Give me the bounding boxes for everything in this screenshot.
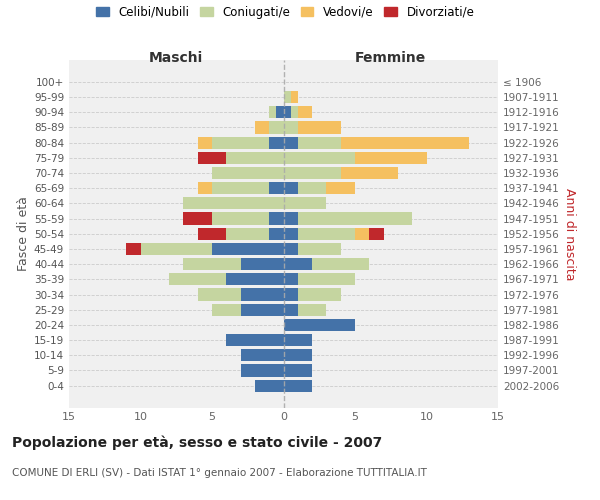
- Bar: [255, 380, 284, 392]
- Bar: [241, 288, 284, 300]
- Bar: [284, 106, 290, 118]
- Bar: [298, 304, 326, 316]
- Bar: [370, 228, 383, 240]
- Bar: [284, 152, 355, 164]
- Bar: [298, 106, 312, 118]
- Bar: [298, 182, 326, 194]
- Bar: [241, 349, 284, 362]
- Bar: [298, 288, 341, 300]
- Bar: [284, 288, 298, 300]
- Bar: [284, 91, 290, 103]
- Bar: [284, 258, 312, 270]
- Bar: [355, 228, 370, 240]
- Bar: [326, 182, 355, 194]
- Y-axis label: Fasce di età: Fasce di età: [17, 196, 30, 271]
- Bar: [126, 243, 140, 255]
- Bar: [169, 273, 226, 285]
- Bar: [212, 243, 284, 255]
- Bar: [212, 304, 241, 316]
- Bar: [226, 273, 284, 285]
- Bar: [277, 106, 284, 118]
- Bar: [212, 182, 269, 194]
- Bar: [341, 167, 398, 179]
- Bar: [290, 91, 298, 103]
- Bar: [298, 212, 412, 224]
- Bar: [241, 364, 284, 376]
- Bar: [284, 319, 355, 331]
- Bar: [284, 167, 341, 179]
- Bar: [226, 152, 284, 164]
- Bar: [269, 228, 284, 240]
- Y-axis label: Anni di nascita: Anni di nascita: [563, 188, 576, 280]
- Bar: [284, 243, 298, 255]
- Bar: [284, 334, 312, 346]
- Bar: [298, 228, 355, 240]
- Bar: [198, 182, 212, 194]
- Text: Maschi: Maschi: [149, 51, 203, 65]
- Bar: [184, 212, 212, 224]
- Text: Popolazione per età, sesso e stato civile - 2007: Popolazione per età, sesso e stato civil…: [12, 435, 382, 450]
- Bar: [284, 122, 298, 134]
- Bar: [284, 212, 298, 224]
- Bar: [184, 258, 241, 270]
- Bar: [198, 136, 212, 148]
- Bar: [198, 152, 226, 164]
- Bar: [226, 228, 269, 240]
- Bar: [269, 122, 284, 134]
- Bar: [212, 136, 269, 148]
- Bar: [284, 304, 298, 316]
- Bar: [255, 122, 269, 134]
- Bar: [212, 212, 269, 224]
- Text: COMUNE DI ERLI (SV) - Dati ISTAT 1° gennaio 2007 - Elaborazione TUTTITALIA.IT: COMUNE DI ERLI (SV) - Dati ISTAT 1° genn…: [12, 468, 427, 477]
- Legend: Celibi/Nubili, Coniugati/e, Vedovi/e, Divorziati/e: Celibi/Nubili, Coniugati/e, Vedovi/e, Di…: [91, 1, 479, 24]
- Bar: [284, 273, 298, 285]
- Bar: [312, 258, 370, 270]
- Bar: [269, 136, 284, 148]
- Bar: [198, 228, 226, 240]
- Bar: [198, 288, 241, 300]
- Bar: [284, 198, 326, 209]
- Bar: [284, 349, 312, 362]
- Bar: [298, 122, 341, 134]
- Bar: [241, 258, 284, 270]
- Bar: [284, 136, 298, 148]
- Bar: [140, 243, 212, 255]
- Bar: [269, 106, 277, 118]
- Bar: [269, 212, 284, 224]
- Bar: [284, 380, 312, 392]
- Bar: [355, 152, 427, 164]
- Bar: [341, 136, 469, 148]
- Bar: [298, 243, 341, 255]
- Bar: [284, 182, 298, 194]
- Bar: [298, 273, 355, 285]
- Bar: [212, 167, 284, 179]
- Bar: [284, 228, 298, 240]
- Bar: [184, 198, 284, 209]
- Bar: [298, 136, 341, 148]
- Bar: [284, 364, 312, 376]
- Bar: [241, 304, 284, 316]
- Text: Femmine: Femmine: [355, 51, 427, 65]
- Bar: [290, 106, 298, 118]
- Bar: [269, 182, 284, 194]
- Bar: [226, 334, 284, 346]
